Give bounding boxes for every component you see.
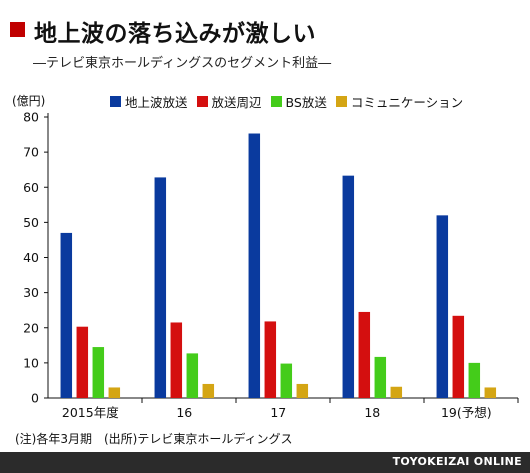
legend-label-bs: BS放送: [285, 95, 327, 110]
y-tick-label: 60: [23, 180, 39, 195]
bar-1-4: [452, 315, 465, 398]
x-tick-label: 19(予想): [441, 405, 492, 420]
bar-3-3: [390, 386, 403, 398]
bar-1-0: [76, 326, 89, 398]
legend-label-broadcast-related: 放送周辺: [211, 95, 262, 110]
x-tick-label: 17: [270, 405, 286, 420]
legend-swatch-broadcast-related: [196, 96, 208, 107]
legend: 地上波放送 放送周辺 BS放送 コミュニケーション: [110, 92, 463, 111]
x-tick-label: 16: [176, 405, 192, 420]
publisher-credit: TOYOKEIZAI ONLINE: [392, 455, 522, 468]
bar-1-1: [170, 322, 183, 398]
chart-title: 地上波の落ち込みが激しい: [34, 21, 316, 47]
bar-1-3: [358, 311, 371, 398]
y-axis-unit: (億円): [12, 94, 46, 108]
bar-3-1: [202, 383, 215, 398]
bar-2-3: [374, 356, 387, 398]
y-tick-label: 20: [23, 320, 39, 335]
chart-subtitle: ―テレビ東京ホールディングスのセグメント利益―: [33, 56, 332, 71]
x-tick-label: 18: [364, 405, 380, 420]
bar-2-4: [468, 362, 481, 398]
y-tick-label: 80: [23, 110, 39, 125]
y-tick-label: 30: [23, 285, 39, 300]
bar-0-0: [60, 232, 73, 398]
y-tick-label: 40: [23, 250, 39, 265]
y-tick-label: 50: [23, 215, 39, 230]
bar-0-3: [342, 175, 355, 398]
bar-2-2: [280, 363, 293, 398]
y-tick-label: 70: [23, 145, 39, 160]
footnote: (注)各年3月期 (出所)テレビ東京ホールディングス: [15, 432, 293, 446]
bar-3-4: [484, 387, 497, 398]
bar-3-2: [296, 383, 309, 398]
bar-0-4: [436, 215, 449, 398]
bar-0-1: [154, 177, 167, 398]
legend-swatch-bs: [270, 96, 282, 107]
bar-2-0: [92, 347, 105, 398]
y-tick-label: 0: [31, 391, 39, 406]
legend-item-broadcast-related: 放送周辺: [196, 92, 262, 111]
legend-item-communication: コミュニケーション: [335, 92, 464, 111]
title-marker: [10, 22, 25, 37]
legend-label-communication: コミュニケーション: [350, 95, 464, 110]
bar-0-2: [248, 133, 261, 399]
x-tick-label: 2015年度: [62, 405, 119, 420]
y-tick-label: 10: [23, 355, 39, 370]
legend-label-terrestrial: 地上波放送: [125, 95, 188, 110]
bar-2-1: [186, 353, 199, 398]
legend-swatch-communication: [335, 96, 347, 107]
legend-item-terrestrial: 地上波放送: [110, 92, 188, 111]
legend-swatch-terrestrial: [110, 96, 121, 107]
bar-1-2: [264, 321, 277, 398]
bar-3-0: [108, 387, 121, 398]
legend-item-bs: BS放送: [270, 92, 327, 111]
footer-band: TOYOKEIZAI ONLINE: [0, 452, 530, 473]
